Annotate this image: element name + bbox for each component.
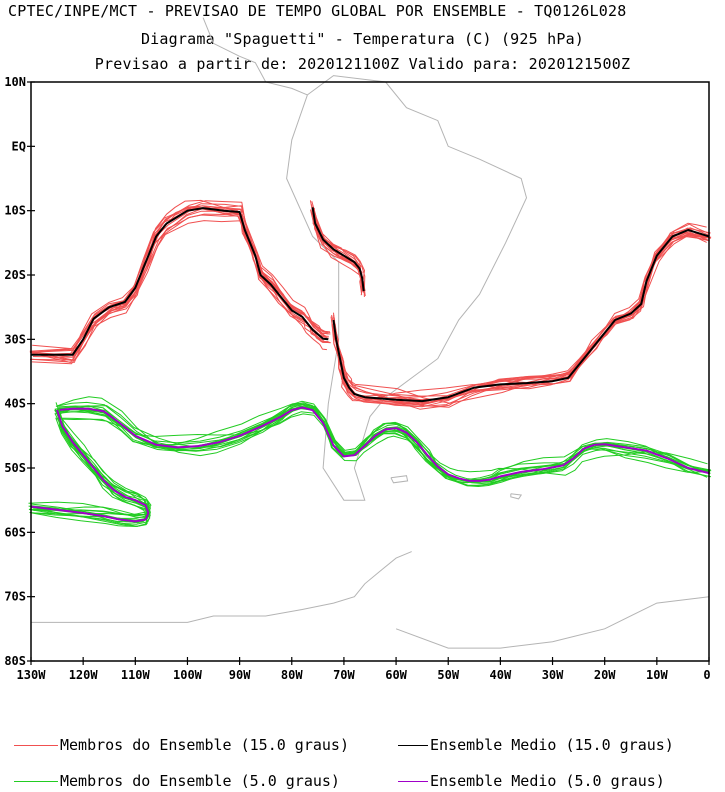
antarctic-peninsula-coast (31, 551, 412, 623)
isotherm-5-west-loop-member-7 (31, 417, 149, 527)
lat-label-7: 60S (4, 525, 26, 539)
legend-mean-5: Ensemble Medio (5.0 graus) (398, 772, 665, 790)
isotherm-15-west-member-6 (31, 214, 329, 353)
lat-label-1: EQ (12, 139, 26, 153)
lat-label-9: 80S (4, 654, 26, 668)
map-frame (30, 81, 710, 662)
isotherm-15-west-member-7 (29, 207, 329, 361)
isotherm-15-west-member-2 (29, 210, 329, 358)
lon-label-5: 80W (281, 668, 303, 682)
lat-label-0: 10N (4, 75, 26, 89)
lon-label-4: 90W (229, 668, 251, 682)
isotherm-15-east-member-13 (333, 222, 707, 404)
lon-label-10: 30W (542, 668, 564, 682)
legend-members-15: Membros do Ensemble (15.0 graus) (14, 736, 349, 754)
lon-label-2: 110W (121, 668, 151, 682)
weddell-coast (395, 596, 710, 649)
isotherm-15-east-member-15 (333, 236, 709, 407)
lat-label-3: 20S (4, 268, 26, 282)
legend-label-mean-15: Ensemble Medio (15.0 graus) (430, 736, 674, 754)
legend-swatch-mean-15 (398, 745, 428, 746)
isotherm-15-east-member-5 (333, 234, 708, 402)
isotherm-15-west-member-1 (32, 220, 328, 350)
isotherm-5-main-member-15 (54, 400, 708, 483)
isotherm-15-andes-mean (311, 207, 365, 292)
legend-label-members-15: Membros do Ensemble (15.0 graus) (60, 736, 349, 754)
isotherm-15-east-member-9 (333, 227, 710, 401)
isotherm-5-west-loop-member-13 (28, 402, 151, 518)
isotherm-15-east-mean (332, 229, 710, 403)
title-line-1: CPTEC/INPE/MCT - PREVISAO DE TEMPO GLOBA… (8, 2, 627, 20)
legend-mean-15: Ensemble Medio (15.0 graus) (398, 736, 674, 754)
isotherm-15-west-member-15 (31, 205, 331, 362)
isotherm-5-main-member-7 (55, 401, 708, 487)
lon-label-6: 70W (333, 668, 355, 682)
lon-label-12: 10W (646, 668, 668, 682)
isotherm-15-west-member-10 (32, 213, 331, 356)
isotherm-15-east-member-11 (334, 231, 707, 401)
lon-label-11: 20W (594, 668, 616, 682)
central-america-coast (202, 17, 308, 96)
lat-label-8: 70S (4, 590, 26, 604)
title-line-2: Diagrama "Spaguetti" - Temperatura (C) (… (140, 30, 585, 48)
south-georgia-coast (510, 493, 523, 500)
legend-label-mean-5: Ensemble Medio (5.0 graus) (430, 772, 665, 790)
lat-label-4: 30S (4, 332, 26, 346)
isotherm-15-west-member-5 (29, 203, 327, 352)
legend-swatch-mean-5 (398, 781, 428, 782)
lat-label-6: 50S (4, 461, 26, 475)
lon-label-8: 50W (437, 668, 459, 682)
isotherm-15-west-member-14 (31, 199, 331, 363)
legend-swatch-members-5 (14, 781, 58, 782)
lon-label-3: 100W (173, 668, 203, 682)
isotherm-15-andes-member-5 (313, 208, 366, 292)
lon-label-1: 120W (69, 668, 99, 682)
coastlines (31, 17, 710, 649)
isotherm-15-andes-member-14 (310, 209, 366, 290)
legend-swatch-members-15 (14, 745, 58, 746)
legend-members-5: Membros do Ensemble (5.0 graus) (14, 772, 340, 790)
legend-label-members-5: Membros do Ensemble (5.0 graus) (60, 772, 340, 790)
isotherm-15-west-member-11 (29, 208, 330, 353)
lat-label-2: 10S (4, 204, 26, 218)
isotherm-5-main-mean (57, 406, 710, 482)
lon-label-13: 0 (703, 668, 710, 682)
isotherm-15-west-member-13 (33, 207, 330, 363)
isotherm-15-west-member-3 (32, 205, 329, 358)
isotherm-15-west-member-4 (32, 207, 331, 361)
lat-label-5: 40S (4, 397, 26, 411)
lon-label-0: 130W (17, 668, 47, 682)
isotherm-15-west-mean (31, 207, 329, 356)
isotherm-5-west-loop-member-8 (30, 412, 151, 525)
title-line-3: Previsao a partir de: 2020121100Z Valido… (94, 55, 631, 73)
south-america-coast (286, 75, 528, 501)
falklands-coast (390, 475, 409, 484)
isotherm-15-west-member-8 (31, 200, 327, 365)
contour-layer (28, 199, 712, 527)
isotherm-5-west-loop-mean (30, 409, 150, 523)
lon-label-9: 40W (490, 668, 512, 682)
isotherm-15-west-member-9 (30, 207, 331, 356)
lon-label-7: 60W (385, 668, 407, 682)
